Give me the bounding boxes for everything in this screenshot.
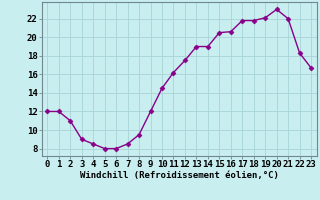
X-axis label: Windchill (Refroidissement éolien,°C): Windchill (Refroidissement éolien,°C) xyxy=(80,171,279,180)
